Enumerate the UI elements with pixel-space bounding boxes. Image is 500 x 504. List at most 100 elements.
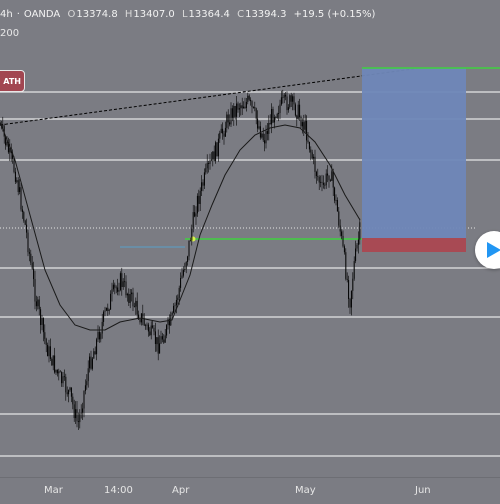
candle-body — [9, 147, 11, 153]
candle-body — [111, 289, 113, 294]
candle-body — [138, 314, 140, 320]
candle-body — [271, 109, 273, 125]
candle-body — [311, 152, 313, 159]
candle-body — [357, 239, 359, 245]
candle-body — [173, 306, 175, 313]
candle-body — [196, 195, 198, 214]
candle-body — [307, 140, 309, 142]
candle-body — [345, 252, 347, 279]
candle-body — [185, 262, 187, 270]
candle-body — [126, 293, 128, 296]
candle-body — [133, 306, 135, 308]
candle-body — [177, 297, 179, 300]
candle-body — [352, 278, 354, 291]
legend-close-label: C — [237, 9, 245, 20]
candle-body — [261, 133, 263, 138]
candle-body — [212, 151, 214, 160]
candle-body — [76, 409, 78, 422]
legend-timeframe: 4h — [0, 9, 13, 20]
candle-body — [171, 312, 173, 315]
candle-body — [219, 133, 221, 139]
candle-body — [240, 105, 242, 109]
candle-body — [174, 305, 176, 307]
candle-body — [58, 371, 60, 374]
candle-body — [194, 212, 196, 217]
candle-body — [154, 331, 156, 344]
candle-body — [255, 108, 257, 119]
candle-body — [118, 290, 120, 292]
candle-body — [83, 390, 85, 409]
candle-body — [314, 156, 316, 172]
candle-body — [327, 173, 329, 176]
candle-body — [213, 151, 215, 162]
candle-body — [216, 142, 218, 157]
time-tick: Jun — [415, 485, 431, 496]
candle-body — [264, 140, 266, 144]
candle-body — [19, 187, 21, 192]
candle-body — [280, 97, 282, 105]
candle-body — [304, 121, 306, 130]
candle-body — [286, 96, 288, 111]
candle-body — [320, 181, 322, 183]
candle-body — [160, 336, 162, 344]
candle-body — [322, 182, 324, 185]
candle-body — [275, 117, 277, 118]
candle-body — [226, 114, 228, 128]
candle-body — [150, 325, 152, 336]
candle-body — [208, 163, 210, 164]
candle-body — [12, 153, 14, 159]
candle-body — [321, 181, 323, 183]
candle-body — [48, 346, 50, 357]
candle-body — [125, 281, 127, 296]
candle-body — [30, 253, 32, 263]
ath-badge[interactable]: ATH — [0, 70, 25, 92]
candle-body — [231, 108, 233, 118]
candle-body — [146, 324, 148, 326]
candle-body — [251, 101, 253, 108]
candle-body — [110, 293, 112, 310]
candle-body — [49, 346, 51, 359]
legend-high-label: H — [124, 9, 133, 20]
candle-body — [66, 392, 68, 395]
candle-body — [145, 325, 147, 327]
candle-body — [350, 290, 352, 308]
candle-body — [187, 256, 189, 262]
candle-body — [104, 310, 106, 312]
candle-body — [223, 133, 225, 137]
candle-body — [301, 122, 303, 127]
candle-body — [325, 173, 327, 186]
candle-body — [348, 280, 350, 299]
candle-body — [248, 95, 250, 100]
candle-body — [331, 171, 333, 181]
candle-body — [93, 351, 95, 359]
candle-body — [269, 123, 271, 125]
candle-body — [69, 387, 71, 391]
candle-body — [70, 387, 72, 397]
legend-change: +19.5 (+0.15%) — [293, 9, 376, 20]
candle-body — [220, 128, 222, 133]
candle-body — [328, 175, 330, 181]
candle-body — [230, 108, 232, 125]
candle-body — [14, 171, 16, 182]
candle-body — [300, 117, 302, 127]
candle-body — [356, 244, 358, 249]
legend-close: 13394.3 — [245, 9, 287, 20]
candle-body — [23, 212, 25, 221]
candle-body — [153, 327, 155, 332]
candle-body — [131, 292, 133, 295]
play-button[interactable] — [475, 231, 500, 269]
candle-body — [244, 106, 246, 109]
time-axis[interactable]: Mar 14:00 Apr May Jun — [0, 477, 500, 501]
candle-body — [215, 142, 217, 162]
candle-body — [37, 299, 39, 307]
candle-body — [27, 232, 29, 253]
candle-body — [86, 381, 88, 386]
moving-average-label[interactable]: 200 — [0, 28, 20, 39]
candle-body — [299, 104, 301, 117]
legend-open: 13374.8 — [76, 9, 118, 20]
candle-body — [310, 149, 312, 153]
candle-body — [31, 262, 33, 269]
candle-body — [108, 309, 110, 311]
